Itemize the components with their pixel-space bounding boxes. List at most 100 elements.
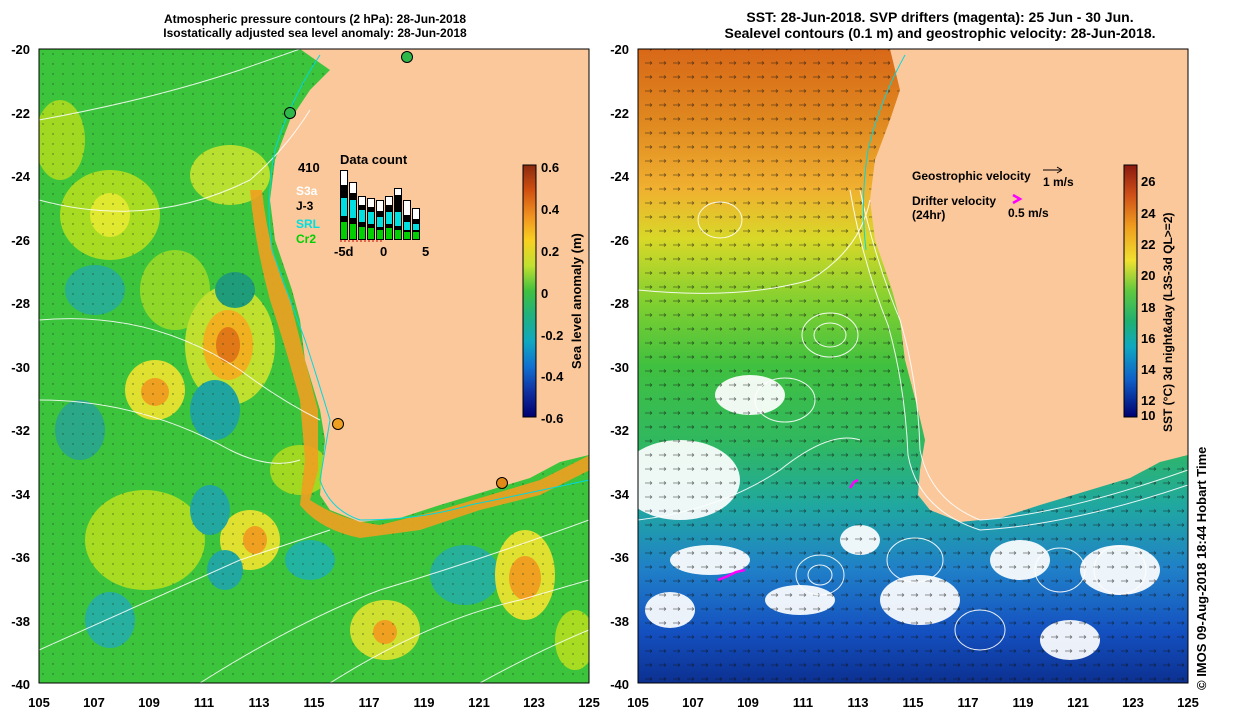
- x-tick: 123: [523, 695, 545, 710]
- x-tick: 121: [468, 695, 490, 710]
- y-tick: -36: [610, 550, 629, 565]
- land-australia: [270, 49, 589, 522]
- x-tick: 109: [138, 695, 160, 710]
- svg-text:0: 0: [541, 286, 548, 301]
- sst-colorbar: [1123, 164, 1138, 418]
- left-title-line1: Atmospheric pressure contours (2 hPa): 2…: [163, 12, 467, 26]
- y-tick: -30: [11, 360, 30, 375]
- y-tick: -22: [11, 106, 30, 121]
- right-y-axis: -20 -22 -24 -26 -28 -30 -32 -34 -36 -38 …: [610, 42, 630, 692]
- svg-text:24: 24: [1141, 206, 1156, 221]
- y-tick: -32: [610, 423, 629, 438]
- sst-colorbar-ticks: 26 24 22 20 18 16 14 12 10: [1141, 174, 1156, 423]
- legend-s3a: S3a: [296, 184, 318, 198]
- y-tick: -24: [610, 169, 630, 184]
- legend-cr2: Cr2: [296, 232, 316, 246]
- geo-velocity-label: Geostrophic velocity: [912, 169, 1031, 183]
- y-tick: -22: [610, 106, 629, 121]
- y-tick: -34: [610, 487, 630, 502]
- x-tick: 113: [249, 695, 270, 710]
- legend-srl: SRL: [296, 217, 320, 231]
- x-tick: 119: [414, 695, 435, 710]
- data-count-x-3: 5: [422, 244, 429, 259]
- x-tick: 121: [1067, 695, 1089, 710]
- sst-colorbar-label: SST (°C) 3d night&day (L3S-3d QL>=2): [1161, 212, 1175, 433]
- y-tick: -30: [610, 360, 629, 375]
- data-count-x-2: 0: [380, 244, 387, 259]
- left-x-axis: 105 107 109 111 113 115 117 119 121 123 …: [28, 695, 600, 710]
- x-tick: 107: [682, 695, 704, 710]
- svg-text:0.4: 0.4: [541, 202, 560, 217]
- tide-gauge-3[interactable]: [332, 418, 344, 430]
- right-title-line1: SST: 28-Jun-2018. SVP drifters (magenta)…: [746, 9, 1134, 25]
- svg-text:14: 14: [1141, 362, 1156, 377]
- right-x-axis: 105 107 109 111 113 115 117 119 121 123 …: [627, 695, 1199, 710]
- y-tick: -28: [610, 296, 629, 311]
- x-tick: 123: [1122, 695, 1144, 710]
- y-tick: -20: [11, 42, 30, 57]
- sla-colorbar-label: Sea level anomaly (m): [569, 233, 584, 369]
- drifter-velocity-scale: 0.5 m/s: [1008, 206, 1049, 220]
- y-tick: -36: [11, 550, 30, 565]
- svg-text:12: 12: [1141, 393, 1155, 408]
- tide-gauge-2[interactable]: [284, 107, 296, 119]
- x-tick: 115: [304, 695, 325, 710]
- svg-text:-0.4: -0.4: [541, 369, 564, 384]
- x-tick: 117: [359, 695, 380, 710]
- data-count-inset: 410 Data count S3a J-3 SRL Cr2 -5d 0 5: [296, 152, 429, 259]
- svp-drifters: [717, 478, 859, 582]
- x-tick: 125: [1177, 695, 1199, 710]
- x-tick: 111: [194, 695, 214, 710]
- tide-gauge-1[interactable]: [401, 51, 413, 63]
- svg-text:0.2: 0.2: [541, 244, 559, 259]
- drifter-velocity-sub: (24hr): [912, 208, 945, 222]
- y-tick: -28: [11, 296, 30, 311]
- right-map: Geostrophic velocity 1 m/s Drifter veloc…: [610, 42, 1199, 710]
- svg-text:-0.2: -0.2: [541, 328, 563, 343]
- svg-text:10: 10: [1141, 408, 1155, 423]
- data-count-total: 410: [298, 160, 320, 175]
- svg-text:20: 20: [1141, 268, 1155, 283]
- drifter-velocity-label: Drifter velocity: [912, 194, 996, 208]
- left-y-axis: -20 -22 -24 -26 -28 -30 -32 -34 -36 -38 …: [11, 42, 31, 692]
- svg-text:0.6: 0.6: [541, 160, 559, 175]
- x-tick: 109: [737, 695, 759, 710]
- y-tick: -26: [11, 233, 30, 248]
- x-tick: 119: [1013, 695, 1034, 710]
- x-tick: 105: [627, 695, 649, 710]
- right-title-line2: Sealevel contours (0.1 m) and geostrophi…: [724, 25, 1156, 41]
- pressure-contours: [39, 49, 589, 683]
- velocity-legend: Geostrophic velocity 1 m/s Drifter veloc…: [912, 166, 1074, 222]
- svg-text:26: 26: [1141, 174, 1155, 189]
- land-australia: [870, 49, 1188, 522]
- left-title-line2: Isostatically adjusted sea level anomaly…: [163, 26, 467, 40]
- data-count-title: Data count: [340, 152, 408, 167]
- y-tick: -34: [11, 487, 31, 502]
- svg-text:16: 16: [1141, 331, 1155, 346]
- geo-velocity-scale: 1 m/s: [1043, 175, 1074, 189]
- y-tick: -20: [610, 42, 629, 57]
- legend-j3: J-3: [296, 199, 314, 213]
- sla-colorbar: [522, 164, 537, 418]
- y-tick: -32: [11, 423, 30, 438]
- x-tick: 105: [28, 695, 50, 710]
- y-tick: -26: [610, 233, 629, 248]
- svg-text:18: 18: [1141, 300, 1155, 315]
- sla-colorbar-ticks: 0.6 0.4 0.2 0 -0.2 -0.4 -0.6: [541, 160, 564, 426]
- x-tick: 117: [958, 695, 979, 710]
- y-tick: -38: [11, 614, 30, 629]
- x-tick: 111: [793, 695, 813, 710]
- y-tick: -24: [11, 169, 31, 184]
- tide-gauge-4[interactable]: [496, 477, 508, 489]
- x-tick: 125: [578, 695, 600, 710]
- data-count-x-1: -5d: [334, 244, 354, 259]
- x-tick: 115: [903, 695, 924, 710]
- credit-text: © IMOS 09-Aug-2018 18:44 Hobart Time: [1194, 446, 1209, 690]
- svg-text:-0.6: -0.6: [541, 411, 563, 426]
- svg-text:22: 22: [1141, 237, 1155, 252]
- y-tick: -40: [11, 677, 30, 692]
- sealevel-contours: [638, 189, 1188, 651]
- drifter-velocity-arrow: [1012, 193, 1023, 205]
- x-tick: 107: [83, 695, 105, 710]
- x-tick: 113: [848, 695, 869, 710]
